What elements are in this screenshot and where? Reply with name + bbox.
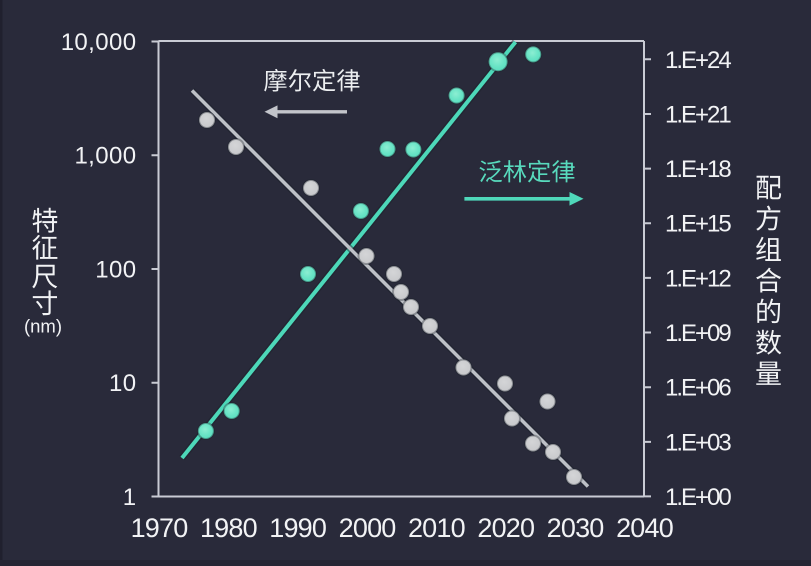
svg-text:1990: 1990 <box>269 513 326 543</box>
svg-text:1970: 1970 <box>131 513 188 543</box>
svg-text:1.E+21: 1.E+21 <box>665 101 731 128</box>
svg-text:1: 1 <box>123 484 137 511</box>
svg-text:1,000: 1,000 <box>74 143 136 170</box>
svg-text:10,000: 10,000 <box>61 29 137 56</box>
svg-text:2010: 2010 <box>408 513 465 543</box>
svg-text:100: 100 <box>95 257 136 284</box>
svg-text:1.E+09: 1.E+09 <box>665 320 731 347</box>
svg-text:1.E+00: 1.E+00 <box>665 484 731 511</box>
svg-text:1.E+18: 1.E+18 <box>665 156 731 183</box>
svg-text:1.E+12: 1.E+12 <box>665 265 731 292</box>
svg-text:2000: 2000 <box>339 513 396 543</box>
svg-text:1.E+15: 1.E+15 <box>665 211 731 238</box>
svg-text:2020: 2020 <box>477 513 534 543</box>
svg-text:1.E+06: 1.E+06 <box>665 375 731 402</box>
svg-text:(nm): (nm) <box>24 316 62 337</box>
svg-text:2030: 2030 <box>547 513 604 543</box>
svg-text:2040: 2040 <box>616 513 673 543</box>
svg-text:1.E+24: 1.E+24 <box>665 47 731 74</box>
svg-text:10: 10 <box>109 370 137 397</box>
svg-text:1.E+03: 1.E+03 <box>665 429 731 456</box>
svg-text:1980: 1980 <box>200 513 257 543</box>
